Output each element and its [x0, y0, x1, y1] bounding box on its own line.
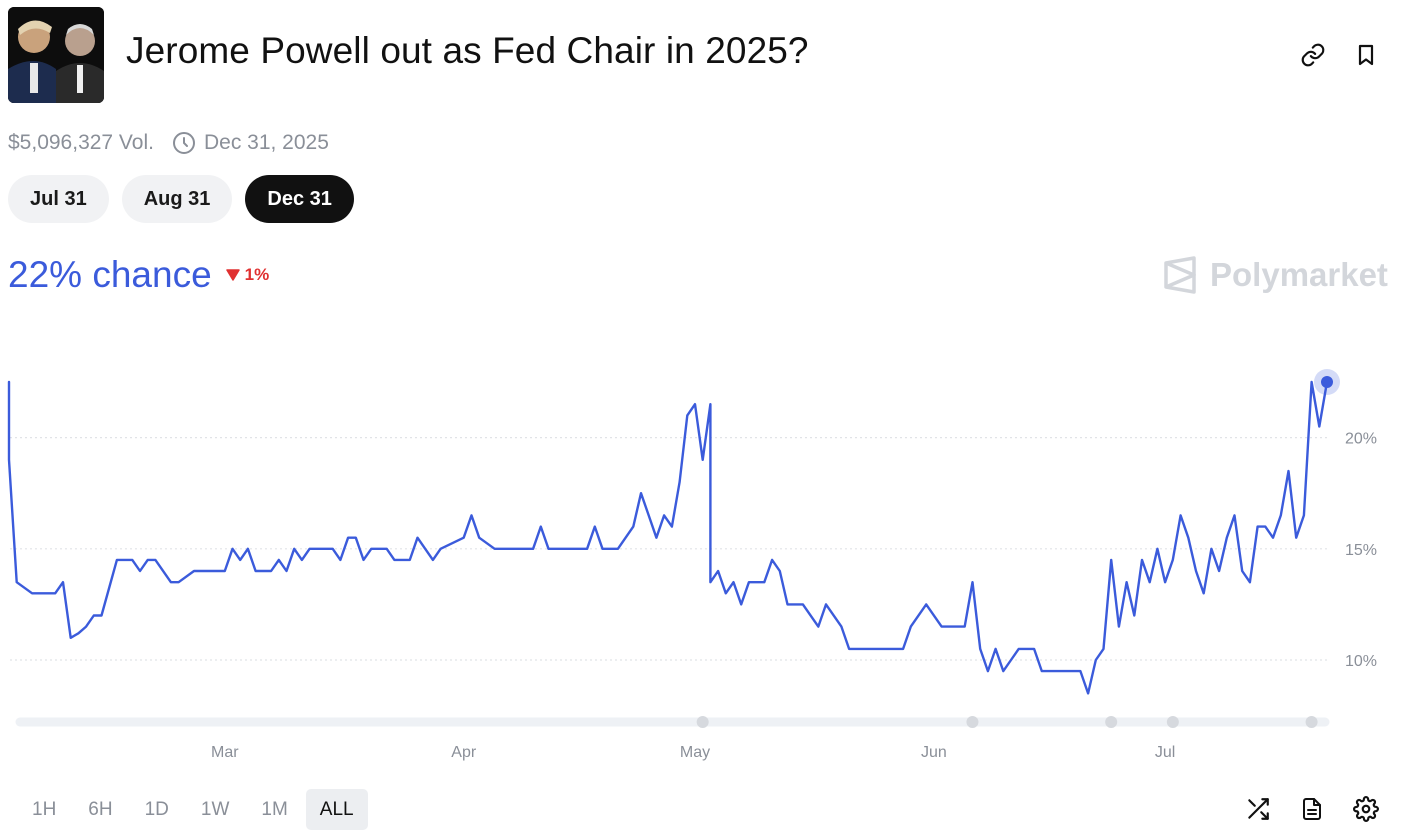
chance-summary: 22% chance 1%: [8, 254, 269, 296]
gear-icon: [1353, 796, 1379, 822]
chart-grid: [10, 436, 1327, 661]
timeline-marker[interactable]: [966, 716, 979, 728]
end-date-text: Dec 31, 2025: [203, 131, 329, 154]
range-6h[interactable]: 6H: [88, 798, 113, 820]
shuffle-icon: [1248, 798, 1269, 820]
volume-text: $5,096,327 Vol.: [8, 131, 154, 154]
y-tick-label: 10%: [1345, 653, 1377, 670]
range-all[interactable]: ALL: [305, 789, 368, 830]
chance-value: 22% chance: [8, 254, 212, 295]
copy-link-button[interactable]: [1298, 40, 1328, 70]
range-1w[interactable]: 1W: [200, 798, 230, 820]
probability-chart[interactable]: 20% 15% 10% Mar Apr May Jun Jul: [0, 340, 1408, 770]
timeline-marker[interactable]: [1105, 716, 1118, 728]
x-tick-label: May: [680, 744, 710, 761]
brand-watermark: Polymarket: [1162, 256, 1388, 294]
time-range-group: 1H 6H 1D 1W 1M ALL: [18, 789, 368, 830]
market-thumbnail: [8, 7, 104, 103]
triangle-down-icon: [225, 269, 240, 281]
chart-series: [7, 380, 1329, 695]
x-tick-label: Mar: [211, 744, 239, 761]
timeline-marker[interactable]: [696, 716, 709, 728]
date-pill-jul-31[interactable]: Jul 31: [8, 175, 109, 223]
chance-delta: 1%: [225, 265, 270, 285]
x-tick-label: Apr: [451, 744, 477, 761]
y-axis-labels: 20% 15% 10%: [1345, 431, 1377, 670]
bookmark-icon: [1358, 44, 1374, 66]
timeline-markers: [696, 716, 1318, 728]
current-point-dot: [1321, 376, 1333, 388]
shuffle-button[interactable]: [1243, 794, 1273, 824]
chance-delta-value: 1%: [244, 265, 270, 284]
range-1d[interactable]: 1D: [144, 798, 169, 820]
bookmark-button[interactable]: [1351, 40, 1381, 70]
range-1m[interactable]: 1M: [261, 798, 288, 820]
page-title: Jerome Powell out as Fed Chair in 2025?: [126, 30, 809, 71]
rules-document-button[interactable]: [1297, 794, 1327, 824]
y-tick-label: 15%: [1345, 542, 1377, 559]
document-icon: [1303, 798, 1321, 820]
brand-name: Polymarket: [1210, 256, 1388, 293]
polymarket-logo-icon: [1164, 256, 1196, 294]
timeline-marker[interactable]: [1166, 716, 1179, 728]
timeline-marker[interactable]: [1305, 716, 1318, 728]
x-axis-labels: Mar Apr May Jun Jul: [211, 744, 1175, 761]
current-point: [1314, 369, 1340, 395]
y-tick-label: 20%: [1345, 431, 1377, 448]
date-pill-dec-31[interactable]: Dec 31: [245, 175, 354, 223]
settings-button[interactable]: [1351, 794, 1381, 824]
date-pill-aug-31[interactable]: Aug 31: [121, 175, 233, 223]
clock-icon: [172, 131, 196, 155]
portrait-photo-icon: [8, 7, 104, 103]
date-pill-group: Jul 31 Aug 31 Dec 31: [8, 175, 354, 223]
market-meta: $5,096,327 Vol. Dec 31, 2025: [8, 128, 329, 158]
x-tick-label: Jun: [921, 744, 947, 761]
range-1h[interactable]: 1H: [32, 798, 57, 820]
link-icon: [1301, 43, 1325, 67]
x-tick-label: Jul: [1155, 744, 1175, 761]
series-line: [7, 380, 1329, 695]
